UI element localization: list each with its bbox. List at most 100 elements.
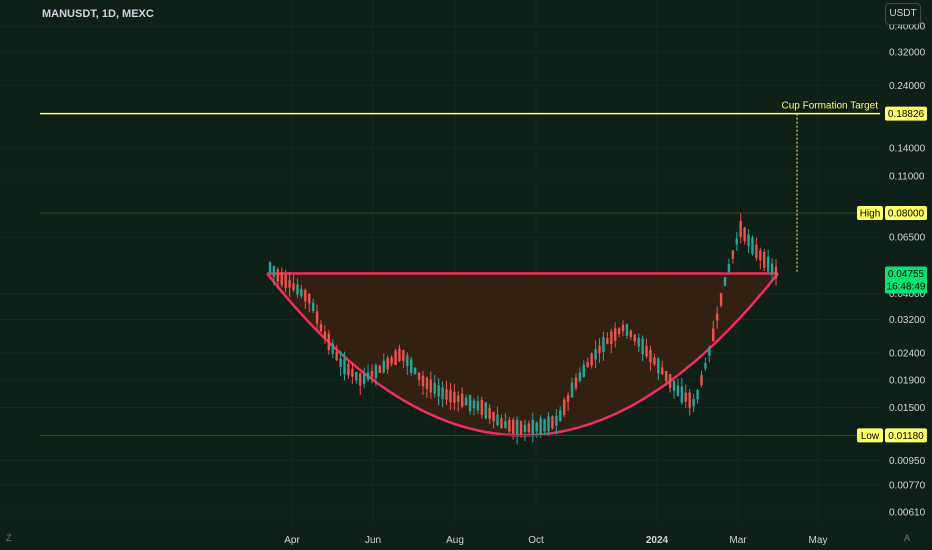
candle-body [268,262,272,274]
candle-body [492,412,495,422]
candle-body [735,238,738,245]
candle-body [374,365,378,379]
candle-body [272,266,276,277]
candle-body [390,357,393,364]
candle-body [523,424,527,432]
candle-body [296,284,299,295]
y-tick-label: 0.01900 [889,376,926,387]
candle-body [472,400,476,409]
y-tick-label: 0.06500 [889,233,926,244]
y-tick-label: 0.01500 [889,403,926,414]
countdown-label: 16:48:49 [887,281,926,292]
y-tick-label: 0.02400 [889,348,926,359]
current-price-bg [885,266,927,294]
candle-body [429,379,433,393]
y-tick-label: 0.00770 [889,480,926,491]
candle-body [676,385,680,396]
candle-body [684,392,687,402]
candle-body [366,372,370,380]
candle-body [688,392,691,408]
candle-body [727,263,731,273]
candle-body [484,402,487,419]
candle-body [425,377,429,390]
candle-body [543,419,546,432]
candle-body [625,324,629,336]
candle-body [394,350,397,365]
candle-body [288,280,291,288]
candle-body [476,401,480,411]
candle-body [323,331,327,338]
candle-body [672,380,676,392]
candle-body [649,349,652,363]
candle-body [339,358,342,367]
candle-body [468,394,472,412]
currency-button[interactable]: USDT [885,3,921,25]
candle-body [535,422,538,432]
candle-body [461,393,464,407]
auto-scale-button[interactable]: A [904,533,911,543]
candle-body [511,419,515,434]
candle-body [378,365,382,374]
candle-body [629,330,633,338]
candle-body [359,373,362,386]
candle-body [559,410,562,422]
candle-body [551,416,554,429]
y-tick-label: 0.40000 [889,22,926,33]
candle-body [586,361,589,368]
low-label: Low [861,431,880,442]
candle-body [755,244,758,258]
candle-body [723,277,727,287]
candle-body [582,364,585,377]
candle-body [382,360,385,373]
target-value-label: 0.18826 [888,109,925,120]
candle-body [606,337,609,344]
candle-body [598,345,601,354]
candle-body [613,328,617,341]
candle-body [747,234,750,246]
candle-body [515,419,519,436]
candle-body [751,237,754,255]
candle-body [555,415,558,426]
candle-body [453,391,456,403]
candle-body [661,367,664,375]
candle-body [763,251,766,268]
candle-body [504,421,507,429]
candle-body [284,274,287,288]
candle-body [531,419,535,436]
candle-body [276,269,280,282]
candle-body [743,227,746,242]
x-tick-label: Apr [284,535,300,546]
candle-body [774,266,778,279]
candle-body [480,400,484,415]
x-tick-label: Mar [729,535,747,546]
timezone-icon[interactable]: Z [6,533,12,543]
candle-body [770,263,774,273]
candle-body [715,313,719,321]
candle-body [566,395,570,402]
candle-body [370,370,374,377]
candle-body [433,383,436,394]
y-tick-label: 0.00610 [889,507,926,518]
candle-body [704,362,707,369]
cup-pattern [266,272,779,437]
candle-body [437,385,440,397]
price-labels: Cup Formation Target 0.18826 High 0.08000 Lo… [781,101,927,443]
candle-body [351,368,354,377]
candle-body [657,358,660,374]
candle-body [641,338,644,355]
x-tick-label: Aug [446,535,464,546]
candle-body [574,377,578,389]
candle-body [355,371,358,381]
candle-body [645,345,648,357]
candle-body [319,324,323,332]
x-axis: Apr Jun Aug Oct 2024 Mar May [284,535,827,546]
candle-body [398,348,401,361]
candle-body [449,389,452,403]
candle-body [590,353,593,366]
low-label-bg [857,428,883,443]
candle-body [637,337,640,347]
candle-body [304,289,307,302]
level-lines [40,112,880,436]
candle-body [617,328,621,335]
